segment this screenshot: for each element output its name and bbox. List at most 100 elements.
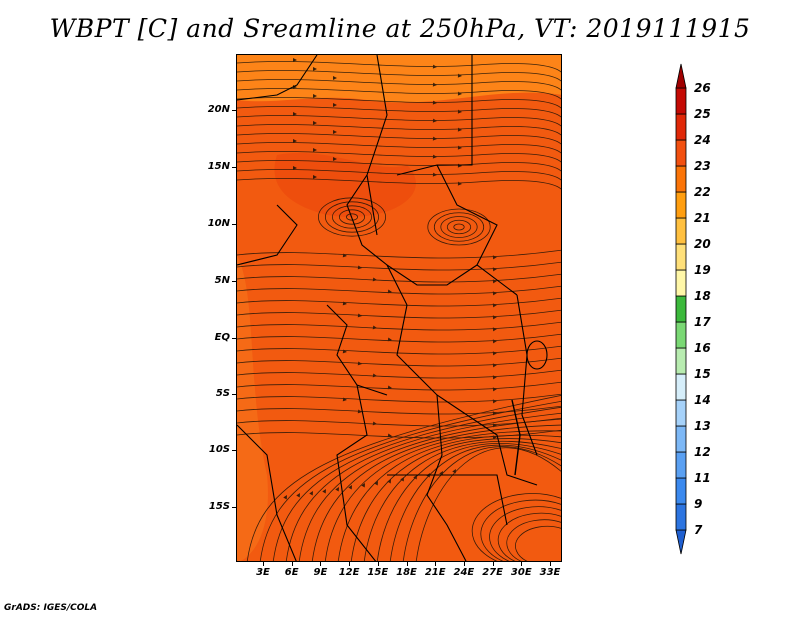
streamline-arrow: [457, 109, 462, 114]
lat-label: 10S: [208, 444, 230, 455]
color-scale-bar: [675, 63, 687, 555]
streamline: [237, 97, 561, 109]
lon-tick: [492, 562, 494, 566]
streamline-arrow: [333, 130, 337, 134]
lon-tick: [463, 562, 465, 566]
streamline: [237, 297, 561, 307]
country-border: [366, 55, 388, 236]
streamline: [471, 493, 561, 561]
streamline-arrow: [492, 363, 497, 368]
streamline-arrow: [313, 94, 317, 98]
lake-victoria: [526, 340, 548, 370]
country-border: [237, 55, 318, 101]
country-border: [237, 424, 297, 561]
eddy-ring: [332, 205, 373, 229]
streamline: [350, 438, 561, 561]
lon-label: 18E: [396, 567, 417, 578]
colorbar-segment: [675, 191, 687, 219]
streamline-arrow: [432, 100, 437, 105]
streamline-arrow: [313, 67, 317, 71]
streamline-arrow: [342, 397, 347, 402]
wbpt-shading-main: [237, 55, 561, 561]
country-border: [426, 394, 467, 561]
colorbar-label: 18: [694, 289, 711, 303]
streamline-arrow: [457, 181, 462, 186]
streamline-arrow: [457, 91, 462, 96]
streamline-arrow: [457, 73, 462, 78]
streamline-arrow: [357, 361, 362, 366]
colorbar-label: 12: [694, 445, 711, 459]
streamline: [237, 381, 561, 391]
streamline-arrow: [357, 265, 362, 270]
streamline-arrow: [372, 325, 377, 330]
streamline: [237, 142, 561, 154]
streamline: [237, 178, 561, 190]
streamline: [237, 393, 561, 403]
wbpt-shading-west: [237, 255, 268, 561]
streamline-arrow: [342, 349, 347, 354]
streamline: [237, 88, 561, 100]
colorbar-segment: [675, 217, 687, 245]
lon-label: 33E: [539, 567, 561, 578]
country-borders: [237, 55, 538, 561]
colorbar-label: 26: [694, 81, 711, 95]
colorbar-segment: [675, 321, 687, 349]
streamline: [237, 249, 561, 259]
colorbar-label: 25: [694, 107, 711, 121]
country-border: [326, 304, 388, 396]
streamline-group: [237, 58, 561, 561]
streamline-arrow: [387, 337, 392, 342]
streamline: [237, 169, 561, 181]
streamline: [237, 151, 561, 163]
colorbar-label: 7: [694, 523, 703, 537]
streamline-arrow: [492, 291, 497, 296]
lat-tick: [232, 167, 236, 168]
lon-tick: [406, 562, 408, 566]
wbpt-shading-north: [237, 55, 561, 103]
streamline: [402, 446, 561, 561]
streamline-arrow: [361, 483, 365, 488]
streamline-arrow: [492, 375, 497, 380]
eddy-ring: [446, 219, 472, 235]
lat-label: 20N: [207, 104, 230, 115]
map-panel: [236, 54, 562, 562]
streamline-arrow: [313, 121, 317, 125]
lat-tick: [232, 507, 236, 508]
colorbar-segment: [675, 451, 687, 479]
colorbar-upper-arrow: [675, 63, 687, 89]
streamline: [246, 395, 561, 561]
streamline: [515, 525, 561, 561]
streamline-arrow: [387, 479, 391, 484]
country-border: [516, 294, 538, 456]
lat-tick: [232, 110, 236, 111]
lon-label: 9E: [313, 567, 328, 578]
streamline-arrow: [492, 399, 497, 404]
streamline-arrow: [400, 477, 404, 482]
lat-tick: [232, 450, 236, 451]
eddy-ring: [433, 212, 485, 242]
streamline-arrow: [357, 313, 362, 318]
streamline: [237, 133, 561, 145]
streamline: [497, 512, 561, 561]
streamline-arrow: [322, 489, 326, 494]
streamline-arrow: [492, 351, 497, 356]
colorbar-label: 20: [694, 237, 711, 251]
streamline-arrow: [432, 64, 437, 69]
lon-tick: [349, 562, 351, 566]
lat-tick: [232, 394, 236, 395]
streamline: [324, 430, 561, 561]
colorbar-label: 9: [694, 497, 703, 511]
lon-label: 21E: [424, 567, 446, 578]
streamline-arrow: [439, 471, 443, 476]
lon-label: 24E: [453, 567, 475, 578]
colorbar-segment: [675, 347, 687, 375]
lat-label: 5S: [215, 388, 230, 399]
lat-label: 10N: [207, 218, 230, 229]
streamline-arrow: [492, 327, 497, 332]
streamline: [311, 424, 561, 561]
streamline-arrow: [492, 279, 497, 284]
streamline: [237, 70, 561, 82]
streamline: [337, 434, 561, 561]
eddy-ring: [325, 201, 380, 233]
lon-label: 6E: [284, 567, 299, 578]
